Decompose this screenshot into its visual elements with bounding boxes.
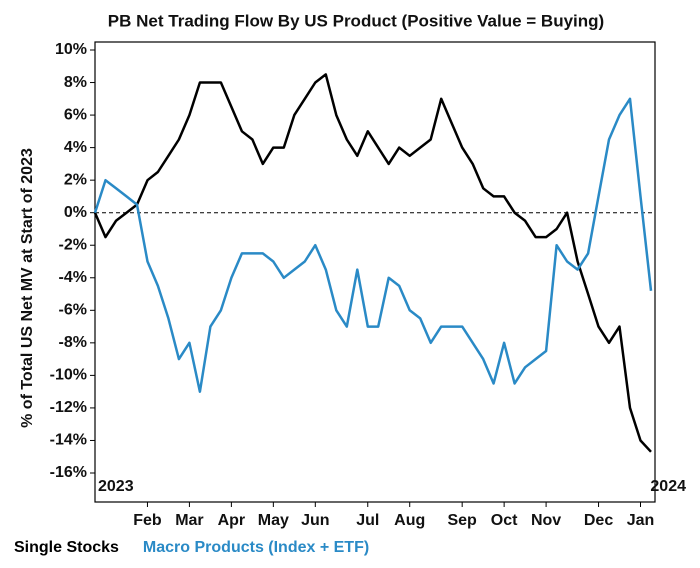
legend-label: Single Stocks [14,539,119,556]
x-tick-label: Jul [356,512,379,529]
y-tick-label: -12% [50,399,87,416]
y-tick-label: 6% [64,106,87,123]
y-tick-label: -4% [59,269,87,286]
plot-frame [94,41,656,503]
y-tick-label: -16% [50,464,87,481]
x-tick-label: Dec [584,512,613,529]
y-tick-label: -2% [59,236,87,253]
x-tick-label: Jan [627,512,655,529]
line-series [93,97,653,393]
x-tick-label: Jun [301,512,329,529]
x-tick-label: Oct [491,512,518,529]
annotation: 2024 [650,478,686,495]
x-tick-label: Mar [175,512,203,529]
annotation: 2023 [98,478,134,495]
x-tick-label: Nov [531,512,561,529]
x-tick-label: Apr [218,512,246,529]
y-tick-label: -6% [59,302,87,319]
y-tick-label: 2% [64,171,87,188]
x-tick-label: Sep [447,512,477,529]
y-tick-label: -8% [59,334,87,351]
x-tick-label: Aug [394,512,425,529]
x-tick-label: Feb [133,512,162,529]
y-tick-label: 0% [64,204,87,221]
chart-title: PB Net Trading Flow By US Product (Posit… [108,11,604,30]
y-tick-label: 4% [64,139,87,156]
y-tick-label: 10% [55,41,87,58]
legend-label: Macro Products (Index + ETF) [143,539,369,556]
y-tick-label: -10% [50,367,87,384]
line-series [93,73,652,453]
y-tick-label: 8% [64,74,87,91]
x-tick-label: May [258,512,289,529]
y-tick-label: -14% [50,432,87,449]
y-axis-label: % of Total US Net MV at Start of 2023 [19,148,36,428]
